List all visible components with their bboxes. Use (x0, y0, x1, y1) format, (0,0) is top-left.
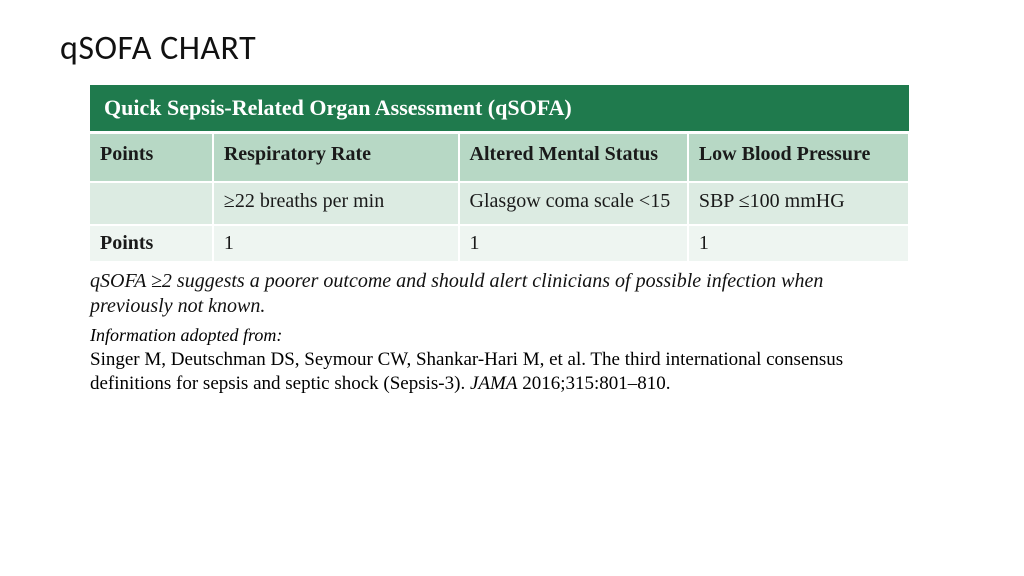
col-header-resp: Respiratory Rate (213, 133, 459, 183)
source-post: 2016;315:801–810. (517, 373, 670, 394)
source-pre: Singer M, Deutschman DS, Seymour CW, Sha… (90, 349, 843, 394)
criteria-cell-2: Glasgow coma scale <15 (459, 182, 688, 225)
col-header-mental: Altered Mental Status (459, 133, 688, 183)
col-header-bp: Low Blood Pressure (688, 133, 909, 183)
slide: qSOFA CHART Quick Sepsis-Related Organ A… (0, 0, 1024, 396)
points-label-cell: Points (90, 225, 213, 261)
table-title-cell: Quick Sepsis-Related Organ Assessment (q… (90, 85, 909, 133)
table-points-row: Points 1 1 1 (90, 225, 909, 261)
interpretation-note: qSOFA ≥2 suggests a poorer outcome and s… (90, 269, 910, 319)
qsofa-table: Quick Sepsis-Related Organ Assessment (q… (90, 85, 910, 261)
table-header-row: Points Respiratory Rate Altered Mental S… (90, 133, 909, 183)
criteria-cell-3: SBP ≤100 mmHG (688, 182, 909, 225)
source-journal: JAMA (470, 373, 517, 394)
points-cell-3: 1 (688, 225, 909, 261)
criteria-cell-1: ≥22 breaths per min (213, 182, 459, 225)
source-label: Information adopted from: (90, 325, 910, 346)
points-cell-1: 1 (213, 225, 459, 261)
table-title-row: Quick Sepsis-Related Organ Assessment (q… (90, 85, 909, 133)
criteria-cell-0 (90, 182, 213, 225)
source-citation: Singer M, Deutschman DS, Seymour CW, Sha… (90, 348, 910, 396)
points-cell-2: 1 (459, 225, 688, 261)
slide-title: qSOFA CHART (60, 28, 964, 69)
col-header-points: Points (90, 133, 213, 183)
table-wrapper: Quick Sepsis-Related Organ Assessment (q… (90, 85, 910, 396)
table-criteria-row: ≥22 breaths per min Glasgow coma scale <… (90, 182, 909, 225)
